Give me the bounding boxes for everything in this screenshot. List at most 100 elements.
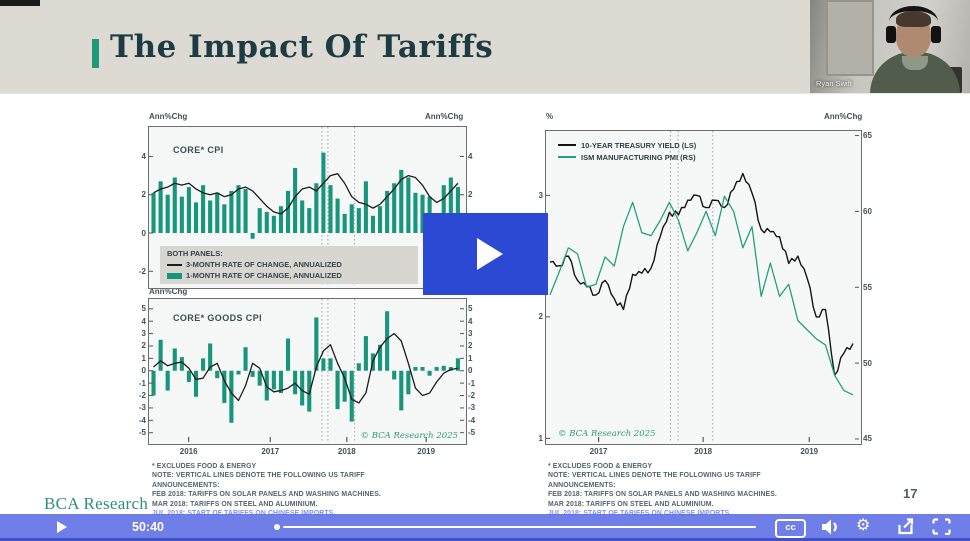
chart-title: CORE* CPI <box>173 145 224 155</box>
speaker-collar <box>902 56 928 70</box>
tick-label: 3 <box>141 329 146 339</box>
both-panels-legend: BOTH PANELS: 3-MONTH RATE OF CHANGE, ANN… <box>160 246 418 284</box>
tick-label: -4 <box>468 415 476 425</box>
tick-label: -2 <box>138 266 146 276</box>
copyright-watermark: © BCA Research 2025 <box>360 431 458 441</box>
legend-item: 1-MONTH RATE OF CHANGE, ANNUALIZED <box>167 270 411 281</box>
y-axis-labels: 4 2 0 -2 <box>130 127 146 288</box>
headphones-cup-icon <box>886 26 896 43</box>
slide-page-number: 17 <box>903 486 918 501</box>
tick-label: 60 <box>863 206 872 216</box>
title-accent-bar <box>92 39 99 68</box>
footnote-line: ANNOUNCEMENTS: <box>152 481 220 489</box>
tick-label: 50 <box>863 358 872 368</box>
slide-header: The Impact Of Tariffs <box>0 0 970 94</box>
tick-label: 2 <box>141 341 146 351</box>
legend-title: BOTH PANELS: <box>167 249 223 258</box>
footnote-line: JUL 2018: START OF TARIFFS ON CHINESE IM… <box>548 509 888 518</box>
tick-label: -2 <box>138 391 146 401</box>
tick-label: 1 <box>468 353 473 363</box>
footnote-left: * EXCLUDES FOOD & ENERGY NOTE: VERTICAL … <box>152 462 492 518</box>
x-axis-labels: 2017 2018 2019 <box>546 446 861 457</box>
share-icon[interactable] <box>896 518 916 536</box>
play-button[interactable] <box>57 521 67 533</box>
tick-label: 2 <box>468 341 473 351</box>
progress-bar[interactable] <box>283 526 756 528</box>
footnote-line: JUL 2018: START OF TARIFFS ON CHINESE IM… <box>152 509 492 518</box>
footnote-line: NOTE: VERTICAL LINES DENOTE THE FOLLOWIN… <box>548 472 761 480</box>
speaker-name-label: Ryan Swift <box>816 79 852 88</box>
footnote-line: FEB 2018: TARIFFS ON SOLAR PANELS AND WA… <box>548 491 777 499</box>
footnote-line: NOTE: VERTICAL LINES DENOTE THE FOLLOWIN… <box>152 472 365 480</box>
footnote-line: FEB 2018: TARIFFS ON SOLAR PANELS AND WA… <box>152 491 381 499</box>
treasury-ism-plot <box>546 131 859 442</box>
legend-item-label: 3-MONTH RATE OF CHANGE, ANNUALIZED <box>186 260 342 269</box>
headphones-cup-icon <box>931 26 941 43</box>
tick-label: 2018 <box>694 447 713 456</box>
tick-label: 65 <box>863 131 872 141</box>
tick-label: -5 <box>138 428 146 438</box>
tick-label: 0 <box>468 366 473 376</box>
y-axis-labels: 5 4 3 2 1 0 -1 -2 -3 -4 -5 <box>468 299 486 444</box>
tick-label: 4 <box>141 316 146 326</box>
tick-label: 2018 <box>337 447 356 456</box>
tick-label: 4 <box>141 151 146 161</box>
footnote-line: MAR 2018: TARIFFS ON STEEL AND ALUMINIUM… <box>548 500 714 508</box>
webcam-overlay: Ryan Swift <box>810 0 970 93</box>
tick-label: 2017 <box>589 447 608 456</box>
y-axis-labels: 5 4 3 2 1 0 -1 -2 -3 -4 -5 <box>130 299 146 444</box>
chart-core-goods-cpi: CORE* GOODS CPI 5 4 3 2 1 0 -1 -2 -3 -4 -5 5 4 3 2 1 0 -… <box>139 298 475 456</box>
headphones-band-icon <box>889 6 938 37</box>
volume-icon[interactable] <box>820 518 841 536</box>
legend-item-label: ISM MANUFACTURING PMI (RS) <box>581 152 696 162</box>
tick-label: 3 <box>468 329 473 339</box>
legend-item-label: 1-MONTH RATE OF CHANGE, ANNUALIZED <box>186 271 342 280</box>
tick-label: -3 <box>138 403 146 413</box>
bca-research-logo: BCA Research <box>44 494 149 513</box>
play-icon <box>476 238 503 270</box>
legend-item: 10-YEAR TREASURY YIELD (LS) <box>558 139 696 151</box>
legend-item: ISM MANUFACTURING PMI (RS) <box>558 151 696 163</box>
footnote-right: * EXCLUDES FOOD & ENERGY NOTE: VERTICAL … <box>548 462 888 518</box>
tick-label: 2017 <box>261 447 280 456</box>
tick-label: 0 <box>141 228 146 238</box>
black-line-swatch-icon <box>167 263 182 266</box>
chart-legend: 10-YEAR TREASURY YIELD (LS) ISM MANUFACT… <box>558 139 696 163</box>
core-goods-cpi-plot <box>149 299 464 442</box>
legend-item: 3-MONTH RATE OF CHANGE, ANNUALIZED <box>167 259 411 270</box>
tick-label: 2019 <box>800 447 819 456</box>
page-title: The Impact Of Tariffs <box>110 29 494 65</box>
tick-label: 55 <box>863 282 872 292</box>
legend-item-label: 10-YEAR TREASURY YIELD (LS) <box>581 140 697 150</box>
green-line-swatch-icon <box>558 155 576 159</box>
axis-unit-label: Ann%Chg <box>425 112 464 121</box>
y-axis-labels: 3 2 1 <box>527 131 543 444</box>
fullscreen-icon[interactable] <box>932 518 951 535</box>
tick-label: 45 <box>863 434 872 444</box>
progress-handle[interactable] <box>274 524 280 530</box>
settings-gear-icon[interactable]: ⚙ <box>856 515 871 534</box>
copyright-watermark: © BCA Research 2025 <box>558 429 656 439</box>
tick-label: 3 <box>538 190 543 200</box>
tick-label: 2 <box>538 312 543 322</box>
webcam-door <box>826 0 874 76</box>
axis-unit-label: Ann%Chg <box>824 112 863 121</box>
tick-label: -5 <box>468 428 476 438</box>
tick-label: 1 <box>538 433 543 443</box>
footnote-line: * EXCLUDES FOOD & ENERGY <box>152 463 257 470</box>
video-artifact <box>0 0 40 6</box>
tick-label: 5 <box>141 304 146 314</box>
tick-label: 2019 <box>417 447 436 456</box>
black-line-swatch-icon <box>558 143 576 147</box>
footnote-line: MAR 2018: TARIFFS ON STEEL AND ALUMINIUM… <box>152 500 318 508</box>
closed-captions-button[interactable]: cc <box>775 519 806 538</box>
chart-title: CORE* GOODS CPI <box>173 313 263 323</box>
tick-label: -4 <box>138 415 146 425</box>
playback-timestamp: 50:40 <box>132 520 164 534</box>
player-control-bar: 50:40 cc ⚙ <box>0 514 970 541</box>
footnote-line: * EXCLUDES FOOD & ENERGY <box>548 463 653 470</box>
play-overlay-button[interactable] <box>423 213 548 295</box>
axis-unit-label: Ann%Chg <box>149 112 188 121</box>
tick-label: 2 <box>141 190 146 200</box>
